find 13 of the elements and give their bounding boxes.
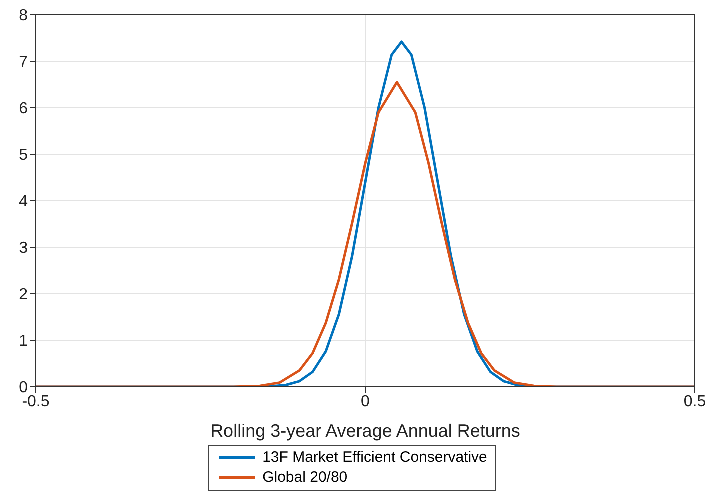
y-tick-label: 7 xyxy=(19,54,28,72)
x-tick-label: 0.5 xyxy=(684,393,706,410)
y-tick-label: 6 xyxy=(19,100,28,118)
y-tick-label: 3 xyxy=(19,240,28,258)
legend-label: Global 20/80 xyxy=(262,468,348,488)
y-tick-label: 5 xyxy=(19,147,28,164)
x-tick-label: 0 xyxy=(361,393,370,410)
y-tick-label: 2 xyxy=(19,286,28,304)
x-axis-title: Rolling 3-year Average Annual Returns xyxy=(210,421,520,441)
y-tick-label: 1 xyxy=(19,333,28,350)
y-tick-label: 4 xyxy=(19,194,28,211)
y-tick-label: 8 xyxy=(19,8,28,25)
legend-label: 13F Market Efficient Conservative xyxy=(262,448,488,468)
